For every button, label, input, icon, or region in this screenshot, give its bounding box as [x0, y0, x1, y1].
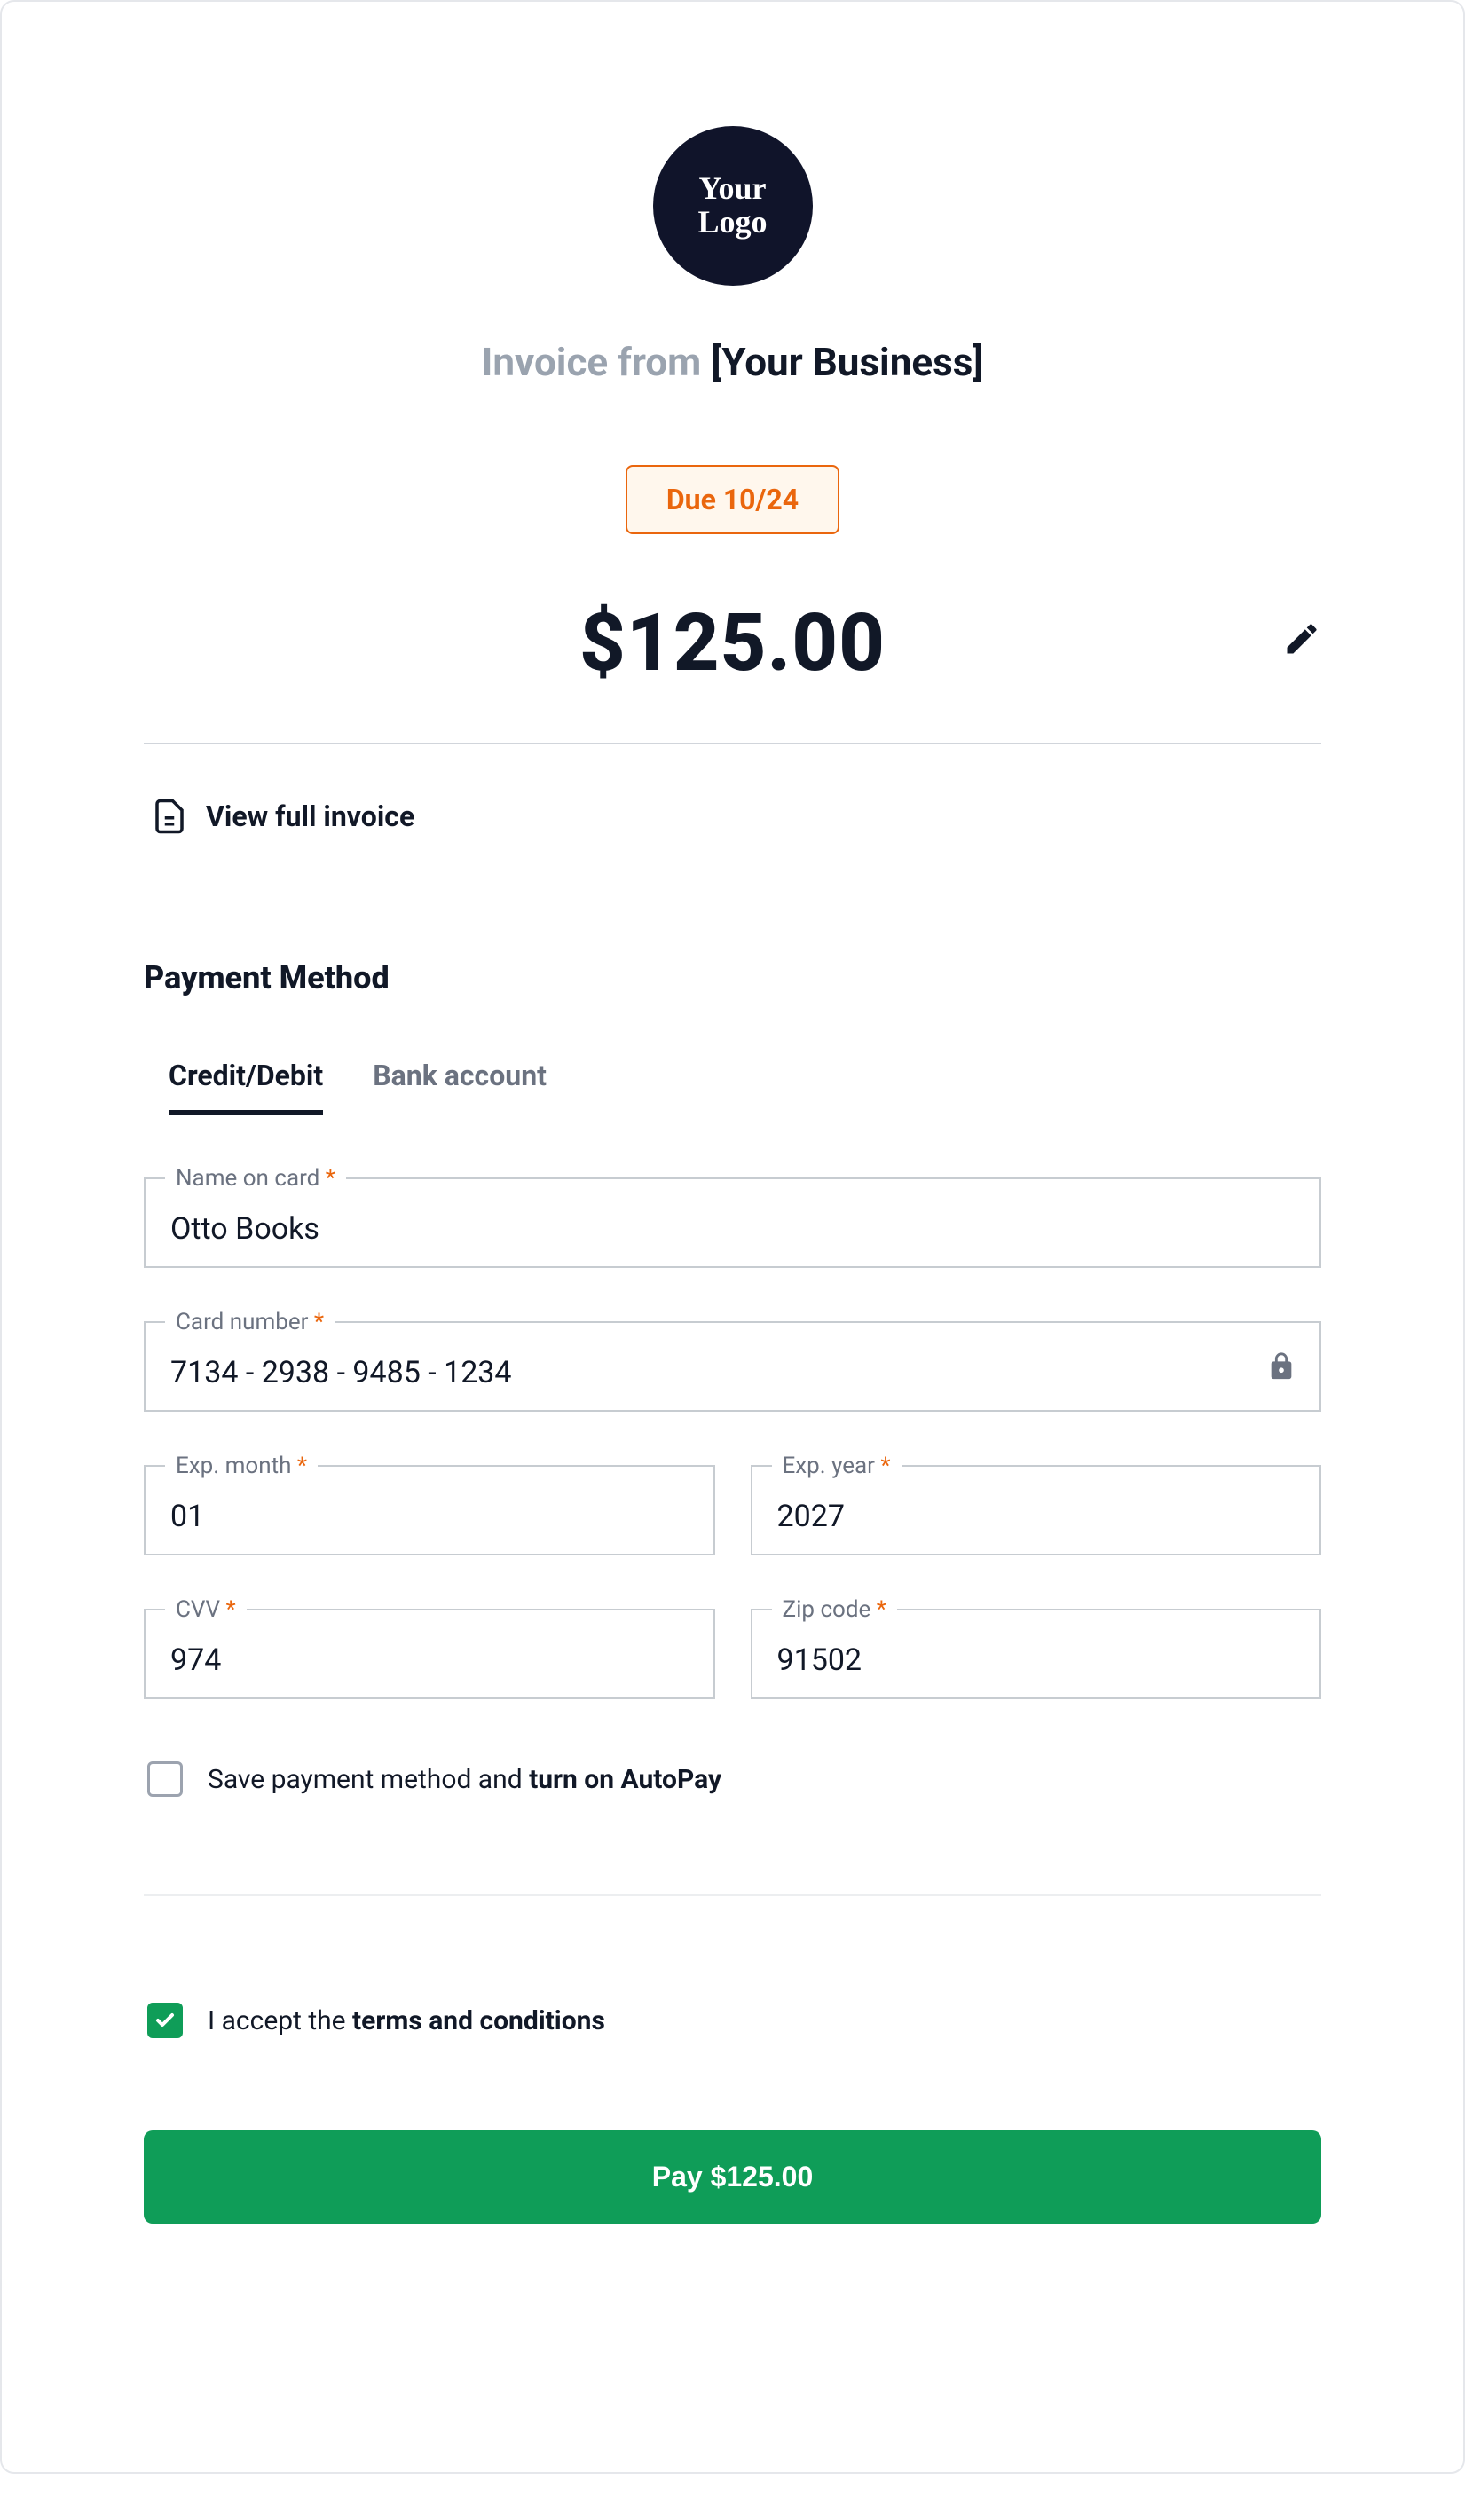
logo-line1: Your: [697, 172, 767, 206]
invoice-payment-card: Your Logo Invoice from [Your Business] D…: [0, 0, 1465, 2474]
autopay-row: Save payment method and turn on AutoPay: [144, 1752, 1321, 1806]
due-date-badge: Due 10/24: [626, 465, 839, 534]
exp-month-label: Exp. month *: [165, 1453, 318, 1479]
payment-method-tabs: Credit/Debit Bank account: [144, 1059, 1321, 1115]
invoice-from-heading: Invoice from [Your Business]: [144, 339, 1321, 385]
card-number-field: Card number *: [144, 1321, 1321, 1412]
card-number-label: Card number *: [165, 1309, 335, 1335]
tab-credit-debit[interactable]: Credit/Debit: [169, 1059, 323, 1115]
cvv-field: CVV *: [144, 1609, 715, 1699]
exp-year-field: Exp. year *: [751, 1465, 1322, 1555]
view-full-invoice-link[interactable]: View full invoice: [144, 798, 1321, 835]
business-name: [Your Business]: [711, 339, 983, 385]
zip-code-label: Zip code *: [772, 1596, 898, 1623]
document-icon: [151, 798, 188, 835]
cvv-label: CVV *: [165, 1596, 247, 1623]
invoice-from-prefix: Invoice from: [481, 339, 711, 385]
terms-row: I accept the terms and conditions: [144, 1994, 1321, 2047]
zip-code-field: Zip code *: [751, 1609, 1322, 1699]
form-divider: [144, 1894, 1321, 1896]
terms-label: I accept the terms and conditions: [208, 2005, 605, 2036]
pay-button[interactable]: Pay $125.00: [144, 2130, 1321, 2224]
tab-bank-account[interactable]: Bank account: [373, 1059, 547, 1115]
check-icon: [154, 2010, 176, 2031]
exp-year-label: Exp. year *: [772, 1453, 902, 1479]
payment-method-title: Payment Method: [144, 959, 1321, 996]
invoice-amount: $125.00: [144, 596, 1321, 689]
autopay-checkbox[interactable]: [147, 1761, 183, 1797]
logo-line2: Logo: [697, 206, 767, 240]
name-on-card-label: Name on card *: [165, 1165, 346, 1192]
lock-icon: [1266, 1350, 1296, 1383]
exp-month-field: Exp. month *: [144, 1465, 715, 1555]
view-full-invoice-label: View full invoice: [206, 799, 414, 833]
edit-amount-icon[interactable]: [1282, 619, 1321, 658]
name-on-card-field: Name on card *: [144, 1177, 1321, 1268]
autopay-label: Save payment method and turn on AutoPay: [208, 1764, 721, 1795]
business-logo: Your Logo: [653, 126, 813, 286]
amount-row: $125.00: [144, 596, 1321, 744]
payment-form: Name on card * Card number * Exp. month …: [144, 1177, 1321, 2224]
terms-checkbox[interactable]: [147, 2003, 183, 2038]
